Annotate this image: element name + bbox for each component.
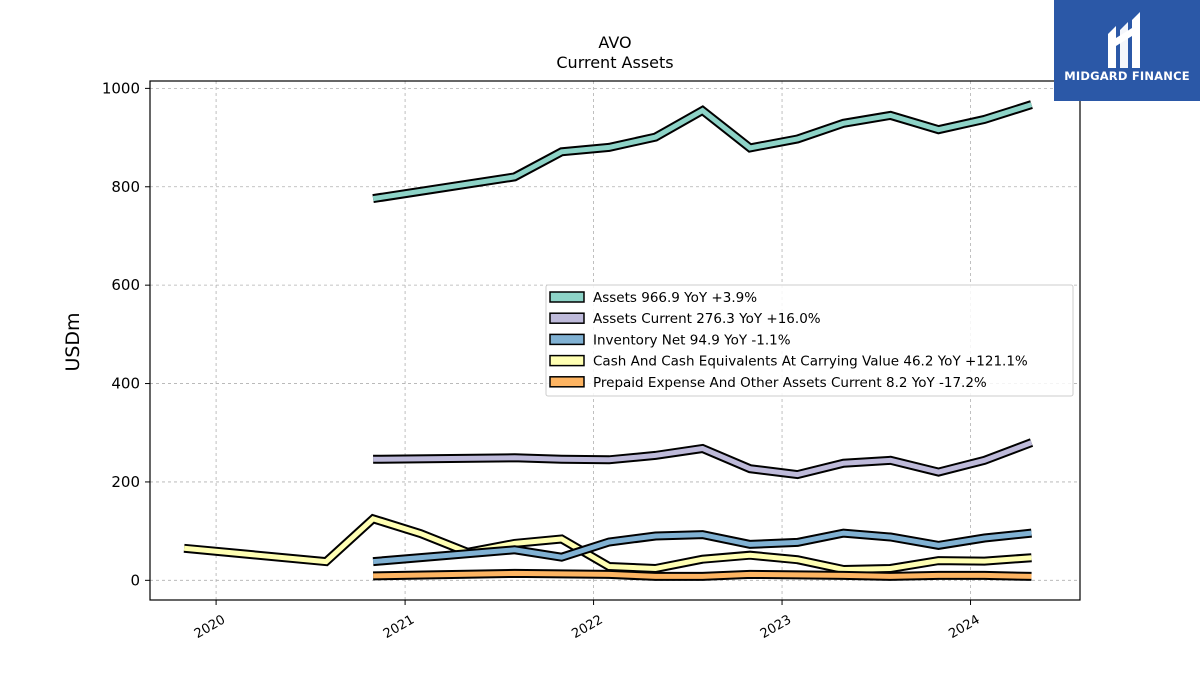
y-tick-label: 1000 xyxy=(102,79,140,97)
legend-label: Assets Current 276.3 YoY +16.0% xyxy=(593,311,821,327)
series-line xyxy=(372,530,1032,565)
y-tick-label: 0 xyxy=(130,571,140,589)
legend-label: Inventory Net 94.9 YoY -1.1% xyxy=(593,332,791,348)
y-tick-label: 800 xyxy=(111,178,140,196)
chart-subtitle: Current Assets xyxy=(556,53,673,72)
x-tick-label: 2023 xyxy=(758,612,794,642)
x-tick-label: 2022 xyxy=(569,612,605,642)
logo-text: MIDGARD FINANCE xyxy=(1064,69,1190,83)
midgard-finance-logo: MIDGARD FINANCE xyxy=(1054,0,1200,101)
series-line xyxy=(373,440,1033,478)
legend-swatch xyxy=(549,333,585,346)
y-axis-label: USDm xyxy=(62,312,84,371)
y-tick-label: 200 xyxy=(111,473,140,491)
y-ticks: 0 200 400 600 800 1000 xyxy=(102,79,150,589)
y-tick-label: 600 xyxy=(111,276,140,294)
legend-box xyxy=(545,284,1074,397)
legend-swatch xyxy=(549,376,585,388)
legend-label: Assets 966.9 YoY +3.9% xyxy=(593,290,757,306)
series-line xyxy=(183,515,1032,573)
x-ticks: 2020 2021 2022 2023 2024 xyxy=(192,600,983,642)
legend-swatch xyxy=(549,312,585,324)
y-tick-label: 400 xyxy=(111,375,140,393)
plot-frame xyxy=(149,80,1081,601)
chart-title: AVO xyxy=(598,33,631,52)
x-tick-label: 2021 xyxy=(381,612,417,642)
legend: Assets 966.9 YoY +3.9% Assets Current 276… xyxy=(545,284,1074,397)
legend-swatch xyxy=(549,291,585,303)
legend-label: Prepaid Expense And Other Assets Current… xyxy=(593,375,987,391)
x-tick-label: 2020 xyxy=(192,612,228,642)
series-line xyxy=(373,570,1032,579)
series-layer xyxy=(183,100,1034,581)
logo-mark-icon xyxy=(1108,12,1140,68)
legend-label: Cash And Cash Equivalents At Carrying Va… xyxy=(593,354,1028,370)
x-tick-label: 2024 xyxy=(946,612,982,642)
series-line xyxy=(372,102,1033,202)
legend-swatch xyxy=(549,354,585,367)
